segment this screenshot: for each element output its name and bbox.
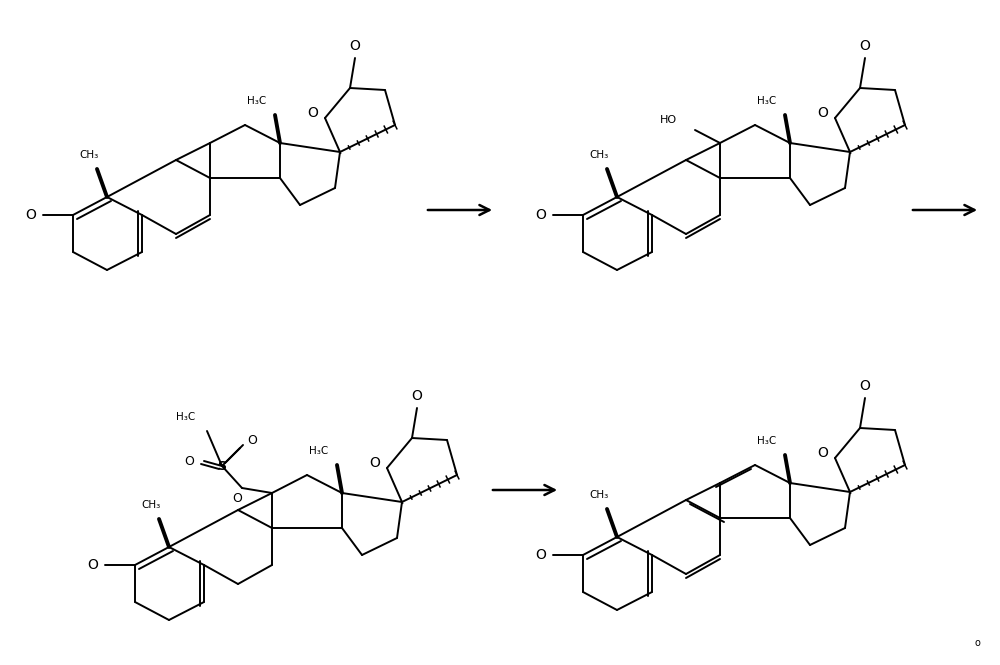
Text: O: O <box>308 106 318 120</box>
Text: O: O <box>536 548 546 562</box>
Text: O: O <box>860 379 870 393</box>
Text: H₃C: H₃C <box>757 436 776 446</box>
Text: CH₃: CH₃ <box>141 500 161 510</box>
Text: O: O <box>247 434 257 446</box>
Text: CH₃: CH₃ <box>589 150 609 160</box>
Text: O: O <box>412 389 422 403</box>
Text: H₃C: H₃C <box>757 96 776 106</box>
Text: O: O <box>818 106 828 120</box>
Text: H₃C: H₃C <box>309 446 328 456</box>
Text: S: S <box>218 460 227 473</box>
Text: H₃C: H₃C <box>176 412 195 422</box>
Text: O: O <box>184 454 194 467</box>
Text: o: o <box>974 638 980 648</box>
Text: O: O <box>26 208 36 222</box>
Text: O: O <box>536 208 546 222</box>
Text: O: O <box>818 446 828 460</box>
Text: O: O <box>860 39 870 53</box>
Text: H₃C: H₃C <box>247 96 266 106</box>
Text: O: O <box>88 558 98 572</box>
Text: CH₃: CH₃ <box>589 490 609 500</box>
Text: O: O <box>232 491 242 505</box>
Text: O: O <box>370 456 380 470</box>
Text: CH₃: CH₃ <box>79 150 99 160</box>
Text: HO: HO <box>660 115 677 125</box>
Text: O: O <box>350 39 360 53</box>
